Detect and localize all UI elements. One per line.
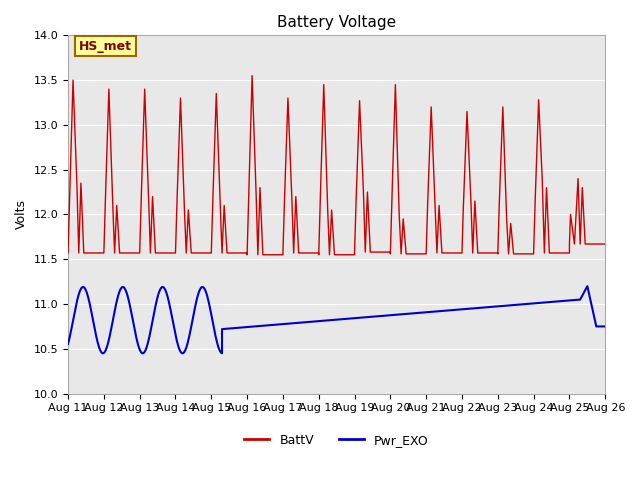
Legend: BattV, Pwr_EXO: BattV, Pwr_EXO: [239, 429, 434, 452]
Title: Battery Voltage: Battery Voltage: [277, 15, 396, 30]
Y-axis label: Volts: Volts: [15, 200, 28, 229]
Text: HS_met: HS_met: [79, 40, 132, 53]
